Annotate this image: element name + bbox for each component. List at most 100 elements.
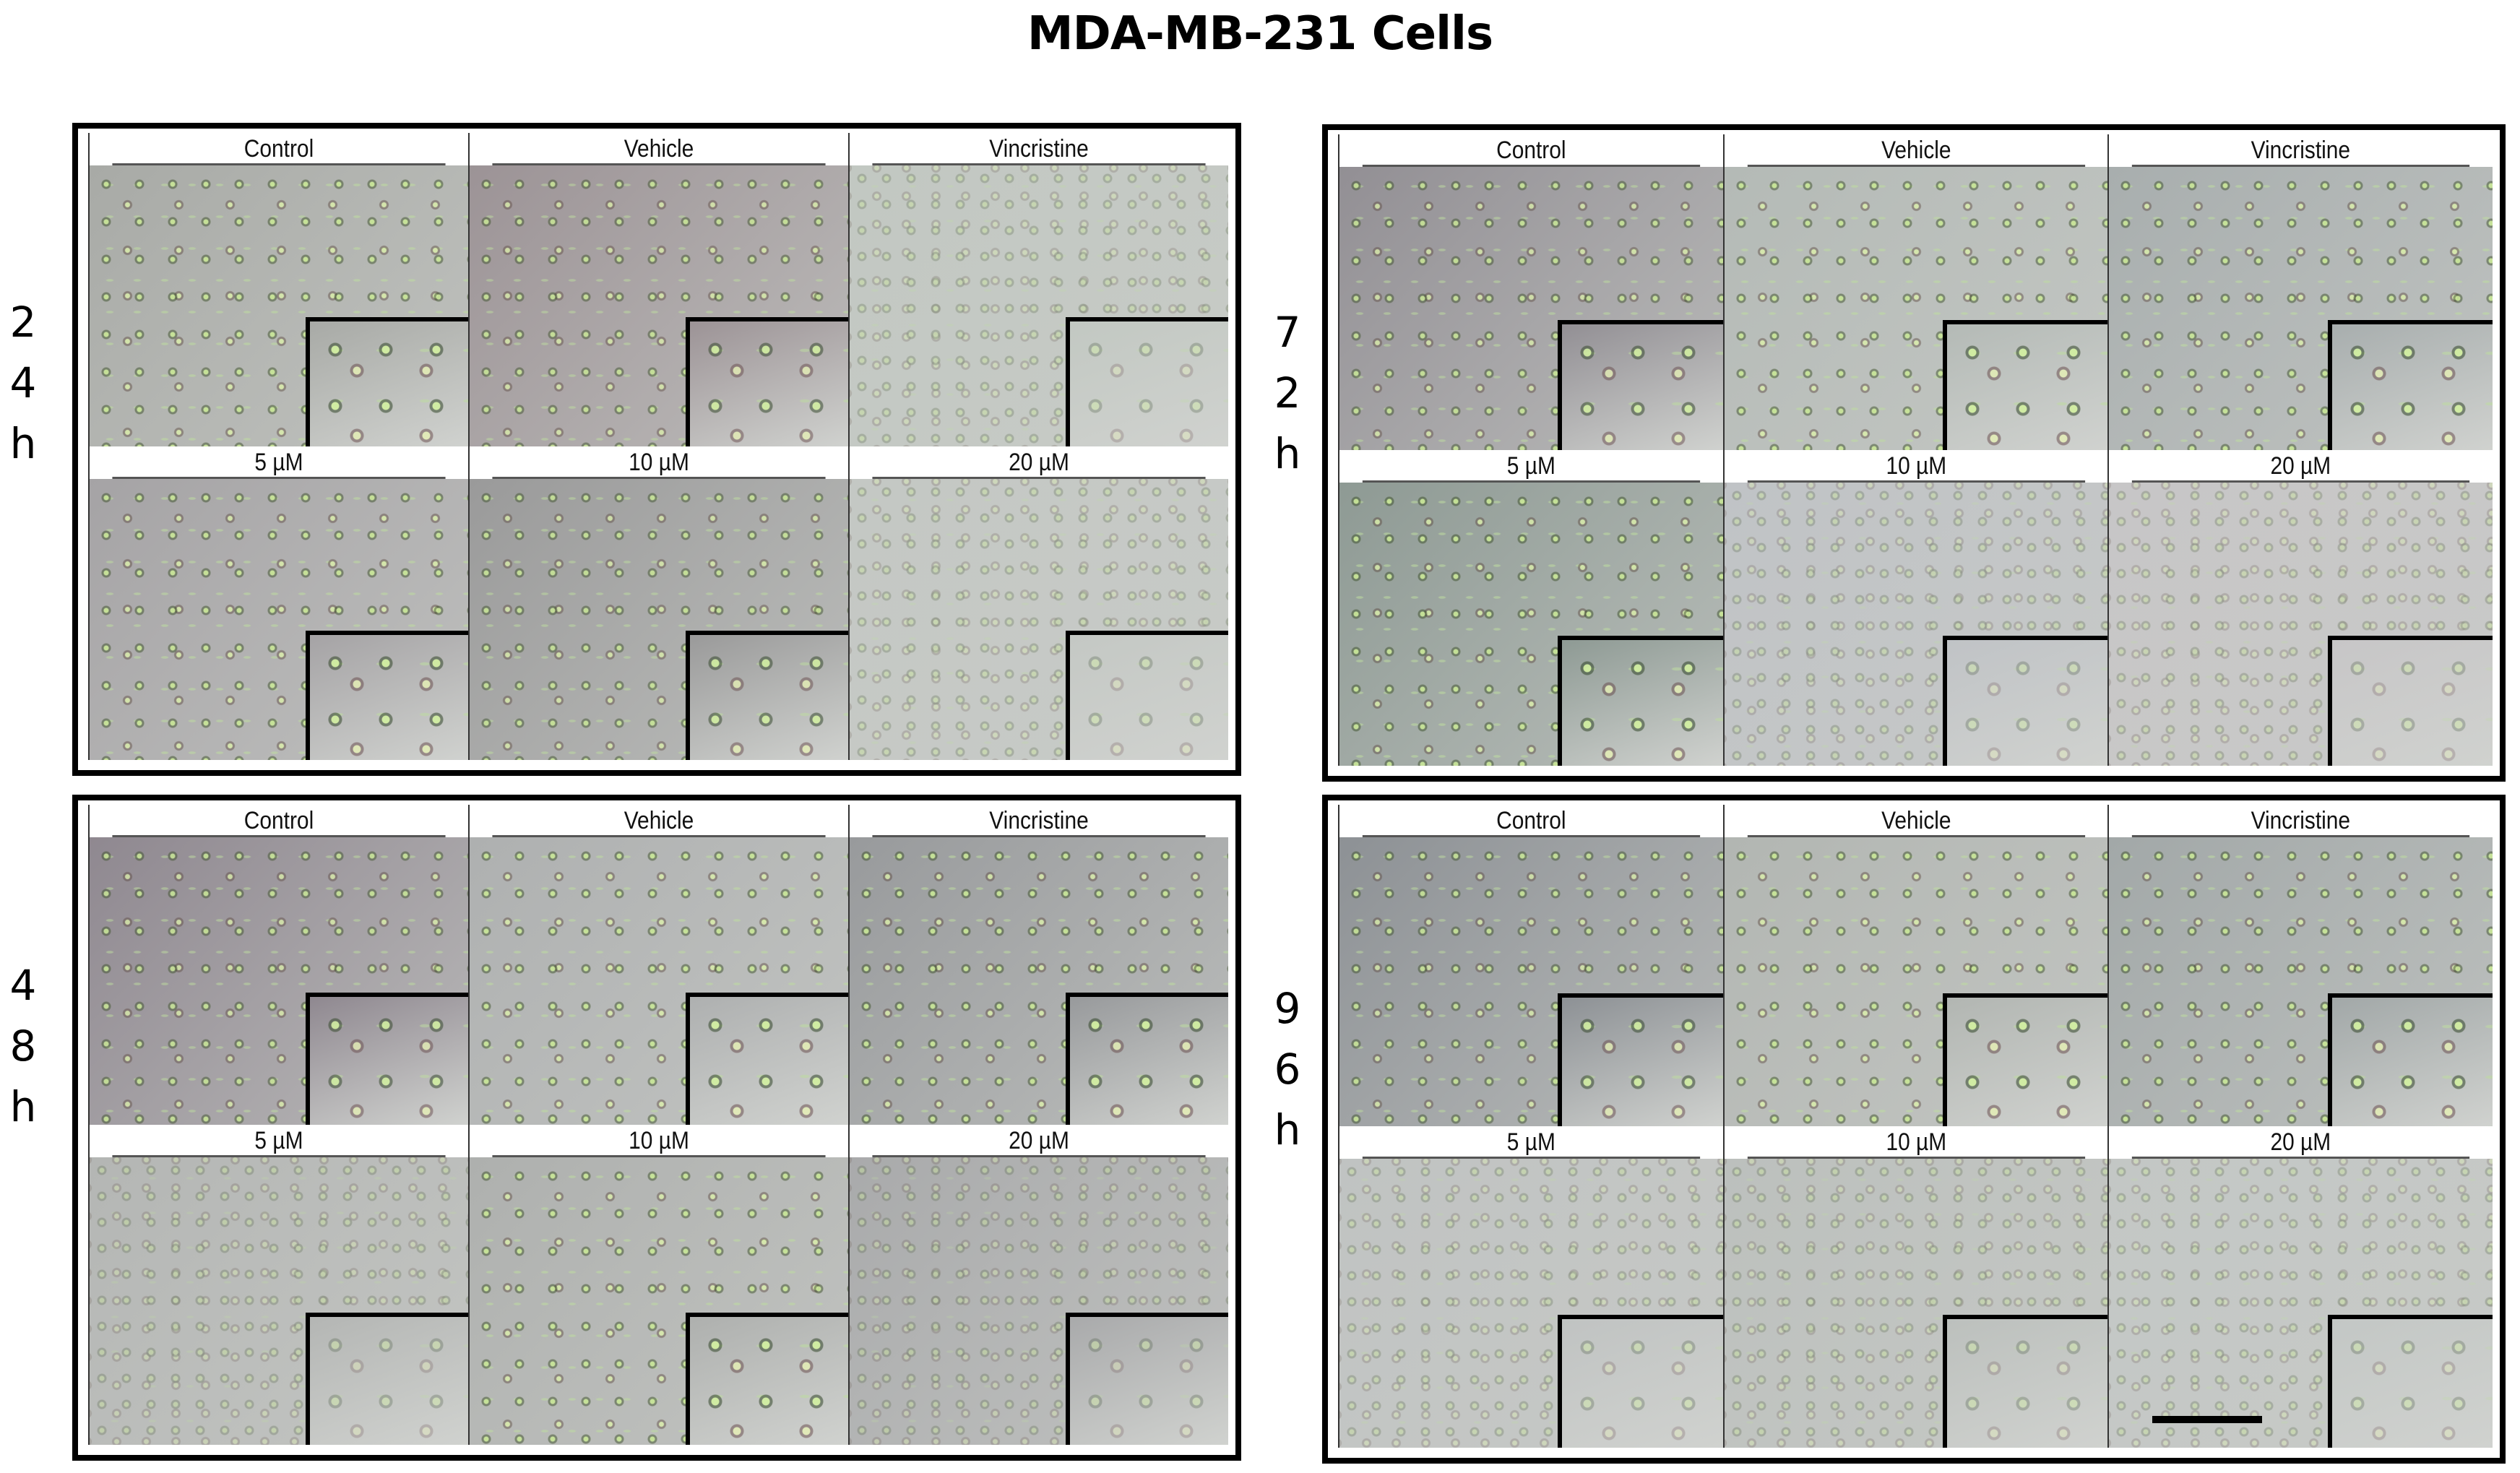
magnified-inset [1943, 319, 2108, 450]
micrograph-cell: Control [1338, 805, 1723, 1126]
micrograph-image [1339, 483, 1723, 766]
time-digit: 2 [1274, 368, 1301, 418]
micrograph-cell: Control [1338, 134, 1723, 450]
magnified-inset [1943, 993, 2108, 1126]
micrograph-image [1724, 1159, 2108, 1448]
time-unit: h [1274, 429, 1301, 478]
micrograph-cell: 20 µM [848, 1125, 1228, 1445]
condition-label: Vehicle [1747, 805, 2085, 837]
magnified-inset [1558, 635, 1723, 766]
time-label-96h: 9 6 h [1266, 978, 1309, 1160]
condition-label: 20 µM [2132, 1126, 2470, 1159]
micrograph-cell: 20 µM [2107, 450, 2493, 766]
condition-label: 20 µM [872, 1125, 1206, 1157]
magnified-inset [685, 631, 848, 760]
micrograph-cell: Control [88, 133, 468, 446]
scale-bar [2152, 1416, 2263, 1423]
condition-label: Vehicle [1747, 134, 2085, 167]
micrograph-image [850, 837, 1228, 1125]
cell-texture [309, 996, 468, 1125]
magnified-inset [1943, 1315, 2108, 1448]
cell-texture [309, 635, 468, 760]
magnified-inset [685, 317, 848, 446]
magnified-inset [1943, 635, 2108, 766]
micrograph-image [90, 165, 468, 446]
condition-label: Vehicle [492, 133, 826, 165]
condition-label: Vincristine [2132, 134, 2470, 167]
micrograph-grid: Control Vehicle Vincristine 5 µM 10 µM 20 µM [88, 805, 1228, 1445]
magnified-inset [1065, 631, 1228, 760]
micrograph-image [90, 479, 468, 760]
magnified-inset [2327, 319, 2493, 450]
condition-label: Vehicle [492, 805, 826, 837]
micrograph-cell: Control [88, 805, 468, 1125]
micrograph-cell: 10 µM [1722, 1126, 2108, 1448]
condition-label: 10 µM [1747, 450, 2085, 483]
micrograph-cell: 20 µM [848, 446, 1228, 760]
condition-label: 5 µM [1362, 1126, 1700, 1159]
condition-label: 10 µM [1747, 1126, 2085, 1159]
panel-24h: Control Vehicle Vincristine 5 µM 10 µM 20 µM [72, 123, 1241, 776]
micrograph-image [470, 1157, 848, 1445]
cell-texture [1947, 998, 2108, 1126]
time-label-48h: 4 8 h [1, 955, 45, 1137]
cell-texture [1947, 639, 2108, 766]
cell-texture [309, 1316, 468, 1445]
panel-96h: Control Vehicle Vincristine 5 µM 10 µM 20 µM [1322, 795, 2506, 1464]
micrograph-cell: 5 µM [88, 1125, 468, 1445]
cell-texture [689, 635, 848, 760]
magnified-inset [1558, 993, 1723, 1126]
micrograph-cell: Vehicle [1722, 134, 2108, 450]
magnified-inset [1065, 992, 1228, 1125]
time-unit: h [1274, 1105, 1301, 1154]
cell-texture [1947, 324, 2108, 450]
micrograph-grid: Control Vehicle Vincristine 5 µM 10 µM 20 µM [1338, 805, 2493, 1448]
micrograph-cell: Vehicle [1722, 805, 2108, 1126]
condition-label: Control [1362, 134, 1700, 167]
condition-label: 10 µM [492, 446, 826, 479]
micrograph-image [850, 479, 1228, 760]
micrograph-cell: 10 µM [1722, 450, 2108, 766]
micrograph-cell: Vincristine [2107, 134, 2493, 450]
micrograph-grid: Control Vehicle Vincristine 5 µM 10 µM 20 µM [88, 133, 1228, 760]
magnified-inset [1065, 317, 1228, 446]
micrograph-image [2109, 1159, 2493, 1448]
cell-texture [2331, 998, 2493, 1126]
micrograph-image [850, 1157, 1228, 1445]
magnified-inset [1065, 1312, 1228, 1445]
magnified-inset [2327, 635, 2493, 766]
cell-texture [1562, 639, 1723, 766]
micrograph-cell: Vehicle [468, 133, 848, 446]
figure-title: MDA-MB-231 Cells [1027, 7, 1493, 61]
condition-label: Vincristine [2132, 805, 2470, 837]
magnified-inset [305, 317, 468, 446]
cell-texture [689, 321, 848, 446]
micrograph-image [850, 165, 1228, 446]
cell-texture [1562, 998, 1723, 1126]
cell-texture [1069, 996, 1228, 1125]
micrograph-cell: 5 µM [1338, 1126, 1723, 1448]
condition-label: 5 µM [1362, 450, 1700, 483]
cell-texture [1947, 1319, 2108, 1448]
micrograph-image [470, 165, 848, 446]
magnified-inset [2327, 993, 2493, 1126]
condition-label: 5 µM [112, 446, 446, 479]
magnified-inset [1558, 319, 1723, 450]
magnified-inset [305, 992, 468, 1125]
cell-texture [1069, 1316, 1228, 1445]
micrograph-image [1339, 837, 1723, 1126]
cell-texture [2331, 1319, 2493, 1448]
micrograph-cell: 5 µM [1338, 450, 1723, 766]
micrograph-cell: 10 µM [468, 446, 848, 760]
cell-texture [2331, 324, 2493, 450]
condition-label: Control [112, 133, 446, 165]
micrograph-image [90, 1157, 468, 1445]
condition-label: 20 µM [872, 446, 1206, 479]
magnified-inset [305, 631, 468, 760]
cell-texture [309, 321, 468, 446]
magnified-inset [305, 1312, 468, 1445]
micrograph-image [2109, 483, 2493, 766]
condition-label: Control [112, 805, 446, 837]
time-label-24h: 2 4 h [1, 292, 45, 474]
magnified-inset [685, 1312, 848, 1445]
